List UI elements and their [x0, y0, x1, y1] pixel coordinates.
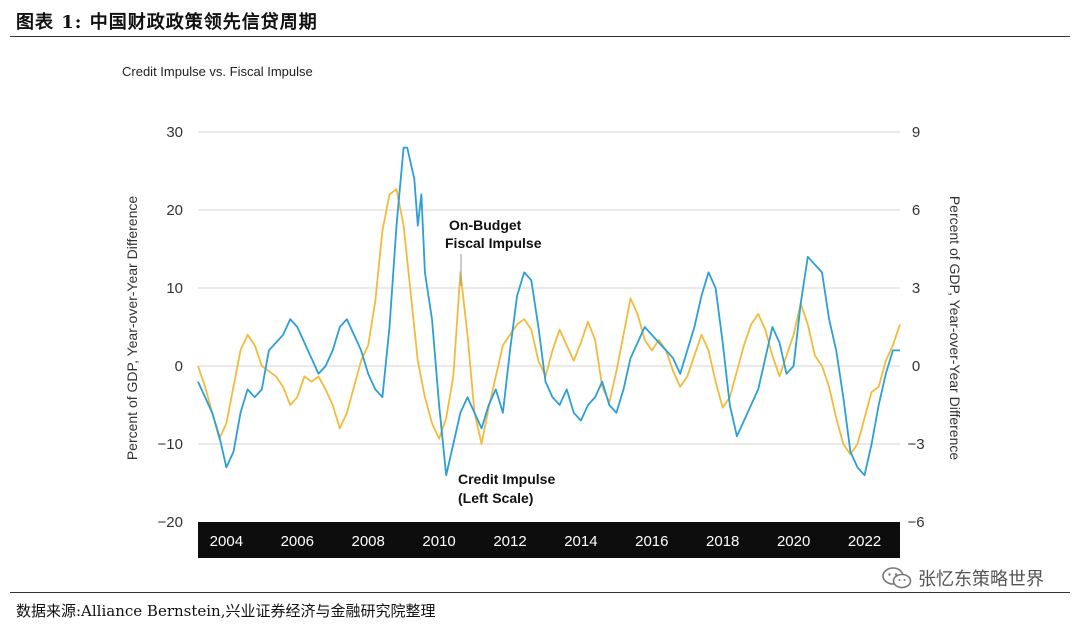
y-tick-label-right: −6 [907, 514, 924, 531]
x-tick-label: 2008 [351, 533, 384, 550]
watermark-text: 张忆东策略世界 [918, 569, 1044, 589]
y-axis-label-right: Percent of GDP, Year-over-Year Differenc… [947, 196, 963, 461]
y-tick-label-right: 6 [912, 202, 920, 219]
y-tick-label-right: 9 [912, 124, 920, 141]
y-tick-label-left: 0 [175, 358, 183, 375]
x-tick-label: 2014 [564, 533, 597, 550]
annotation-credit-line2: (Left Scale) [458, 490, 533, 506]
source-rule [10, 592, 1070, 593]
figure-title: 图表 1: 中国财政政策领先信贷周期 [16, 12, 318, 33]
x-tick-label: 2022 [848, 533, 881, 550]
y-tick-label-left: 20 [166, 202, 183, 219]
credit-impulse-line [197, 146, 900, 477]
annotation-fiscal-line1: On-Budget [449, 217, 522, 233]
title-rule [10, 36, 1070, 37]
y-tick-label-left: 30 [166, 124, 183, 141]
x-tick-label: 2006 [281, 533, 314, 550]
y-axis-right: 9 6 3 0 −3 −6 [907, 124, 924, 531]
watermark: 张忆东策略世界 [882, 565, 1044, 591]
x-tick-label: 2004 [210, 533, 243, 550]
y-tick-label-left: −20 [158, 514, 183, 531]
wechat-icon [882, 567, 912, 589]
y-tick-label-left: 10 [166, 280, 183, 297]
y-axis-label-left: Percent of GDP, Year-over-Year Differenc… [124, 196, 140, 461]
annotation-credit-line1: Credit Impulse [458, 471, 555, 487]
x-axis: 2004 2006 2008 2010 2012 2014 2016 2018 2020 2022 [210, 533, 882, 550]
source-note: 数据来源:Alliance Bernstein,兴业证券经济与金融研究院整理 [16, 602, 436, 620]
x-tick-label: 2018 [706, 533, 739, 550]
y-tick-label-left: −10 [158, 436, 183, 453]
chart-title: Credit Impulse vs. Fiscal Impulse [122, 64, 313, 79]
fiscal-impulse-line [197, 188, 901, 456]
y-tick-label-right: 0 [912, 358, 920, 375]
x-tick-label: 2010 [422, 533, 455, 550]
gridlines [198, 131, 900, 445]
y-tick-label-right: −3 [907, 436, 924, 453]
plot-lines [197, 146, 901, 477]
x-tick-label: 2020 [777, 533, 810, 550]
y-axis-left: 30 20 10 0 −10 −20 [158, 124, 183, 531]
x-tick-label: 2016 [635, 533, 668, 550]
annotation-fiscal-line2: Fiscal Impulse [445, 235, 542, 251]
x-axis-band [198, 522, 900, 558]
x-tick-label: 2012 [493, 533, 526, 550]
y-tick-label-right: 3 [912, 280, 920, 297]
